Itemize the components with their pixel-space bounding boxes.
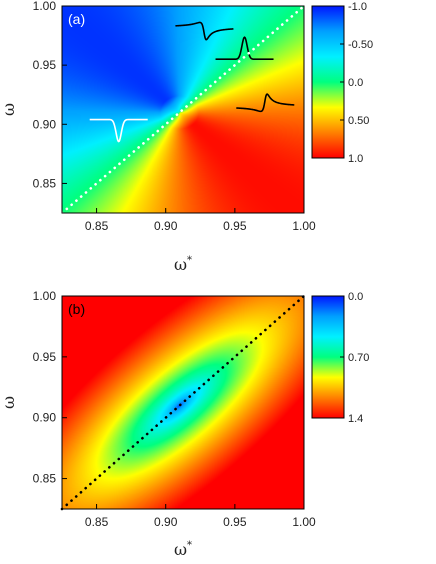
colorbar-tick-label: 0.0 [348, 291, 363, 303]
resonance-inset-fano-inverted [236, 93, 295, 113]
x-tick-label: 0.85 [85, 219, 109, 233]
colorbar-tick-label: 0.50 [348, 115, 369, 127]
x-tick-label: 0.95 [223, 515, 247, 529]
y-tick-label: 1.00 [33, 0, 57, 13]
heatmap-b [62, 296, 304, 509]
colorbar-ticks-b: 0.0 0.70 1.4 [340, 291, 369, 425]
colorbar-tick-label: 1.4 [348, 413, 363, 425]
y-tick-label: 0.95 [33, 58, 57, 72]
panel-label-a: (a) [68, 11, 85, 27]
y-tick-label: 1.00 [33, 289, 57, 303]
resonance-inset-dip [89, 118, 148, 143]
x-tick-label: 0.85 [85, 515, 109, 529]
colorbar-b [311, 295, 345, 419]
axis-ticks-a: 0.85 0.90 0.95 1.00 0.85 0.90 0.95 1.00 [33, 0, 316, 233]
resonance-inset-fano [175, 21, 234, 41]
resonance-insets [89, 21, 295, 143]
plot-frame-a [61, 5, 305, 214]
colorbar-tick-label: 0.70 [348, 352, 369, 364]
colorbar-tick-label: 1.0 [348, 153, 363, 165]
y-tick-label: 0.95 [33, 350, 57, 364]
y-axis-label-b: ω [0, 396, 18, 409]
plot-frame-b [61, 295, 305, 510]
x-axis-label-a: ω* [174, 255, 192, 274]
panel-a: 0.85 0.90 0.95 1.000.850.900.951.00 (a) ω* … [0, 0, 373, 274]
diagonal-dotted-line [60, 4, 306, 215]
colorbar-ticks-a: -1.0 -0.50 0.0 0.50 1.0 [340, 1, 373, 165]
y-tick-label: 0.90 [33, 411, 57, 425]
x-tick-label: 0.95 [223, 219, 247, 233]
y-tick-label: 0.90 [33, 117, 57, 131]
y-axis-label-a: ω [0, 103, 18, 116]
axis-ticks-b: 0.85 0.90 0.95 1.00 0.85 0.90 0.95 1.00 [33, 289, 316, 529]
panel-b: 0.85 0.90 0.95 1.000.850.900.951.00 (b) ω* … [0, 289, 369, 559]
diagonal-line-a [60, 4, 306, 215]
colorbar-tick-label: -1.0 [348, 1, 367, 13]
y-tick-label: 0.85 [33, 472, 57, 486]
colorbar-a [311, 5, 345, 159]
colorbar-tick-label: 0.0 [348, 77, 363, 89]
y-tick-label: 0.85 [33, 176, 57, 190]
colorbar-tick-label: -0.50 [348, 39, 373, 51]
panel-label-b: (b) [68, 301, 85, 317]
x-axis-label-b: ω* [174, 540, 192, 559]
resonance-inset-peak [215, 36, 274, 61]
x-tick-label: 1.00 [292, 219, 316, 233]
x-tick-label: 0.90 [154, 515, 178, 529]
x-tick-label: 1.00 [292, 515, 316, 529]
x-tick-label: 0.90 [154, 219, 178, 233]
